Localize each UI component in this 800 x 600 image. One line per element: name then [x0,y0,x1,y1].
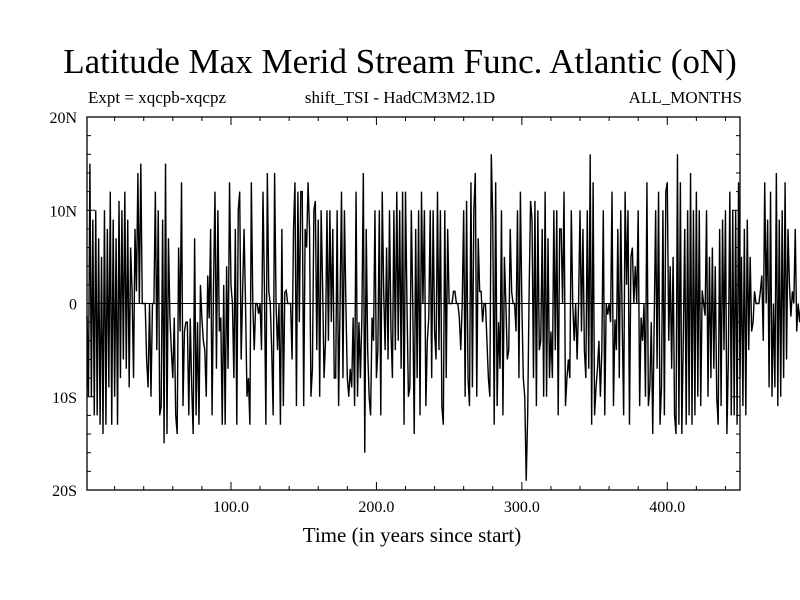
x-tick-label: 300.0 [504,499,540,516]
run-label: shift_TSI - HadCM3M2.1D [304,88,496,107]
chart-marks: 100.0 200.0 300.0 400.0 20N 10N 0 10S 20S [49,110,800,516]
x-tick-label: 100.0 [213,499,249,516]
x-axis-label: Time (in years since start) [303,523,522,547]
months-label: ALL_MONTHS [628,88,742,107]
y-tick-label: 10N [49,203,77,220]
y-tick-label: 20N [49,110,77,127]
y-tick-label: 10S [52,390,77,407]
y-tick-label: 20S [52,483,77,500]
y-tick-label: 0 [69,297,77,314]
x-tick-label: 400.0 [649,499,685,516]
chart-title: Latitude Max Merid Stream Func. Atlantic… [63,42,737,81]
x-tick-label: 200.0 [358,499,394,516]
experiment-label: Expt = xqcpb-xqcpz [88,88,226,107]
series-line-0 [86,154,800,481]
